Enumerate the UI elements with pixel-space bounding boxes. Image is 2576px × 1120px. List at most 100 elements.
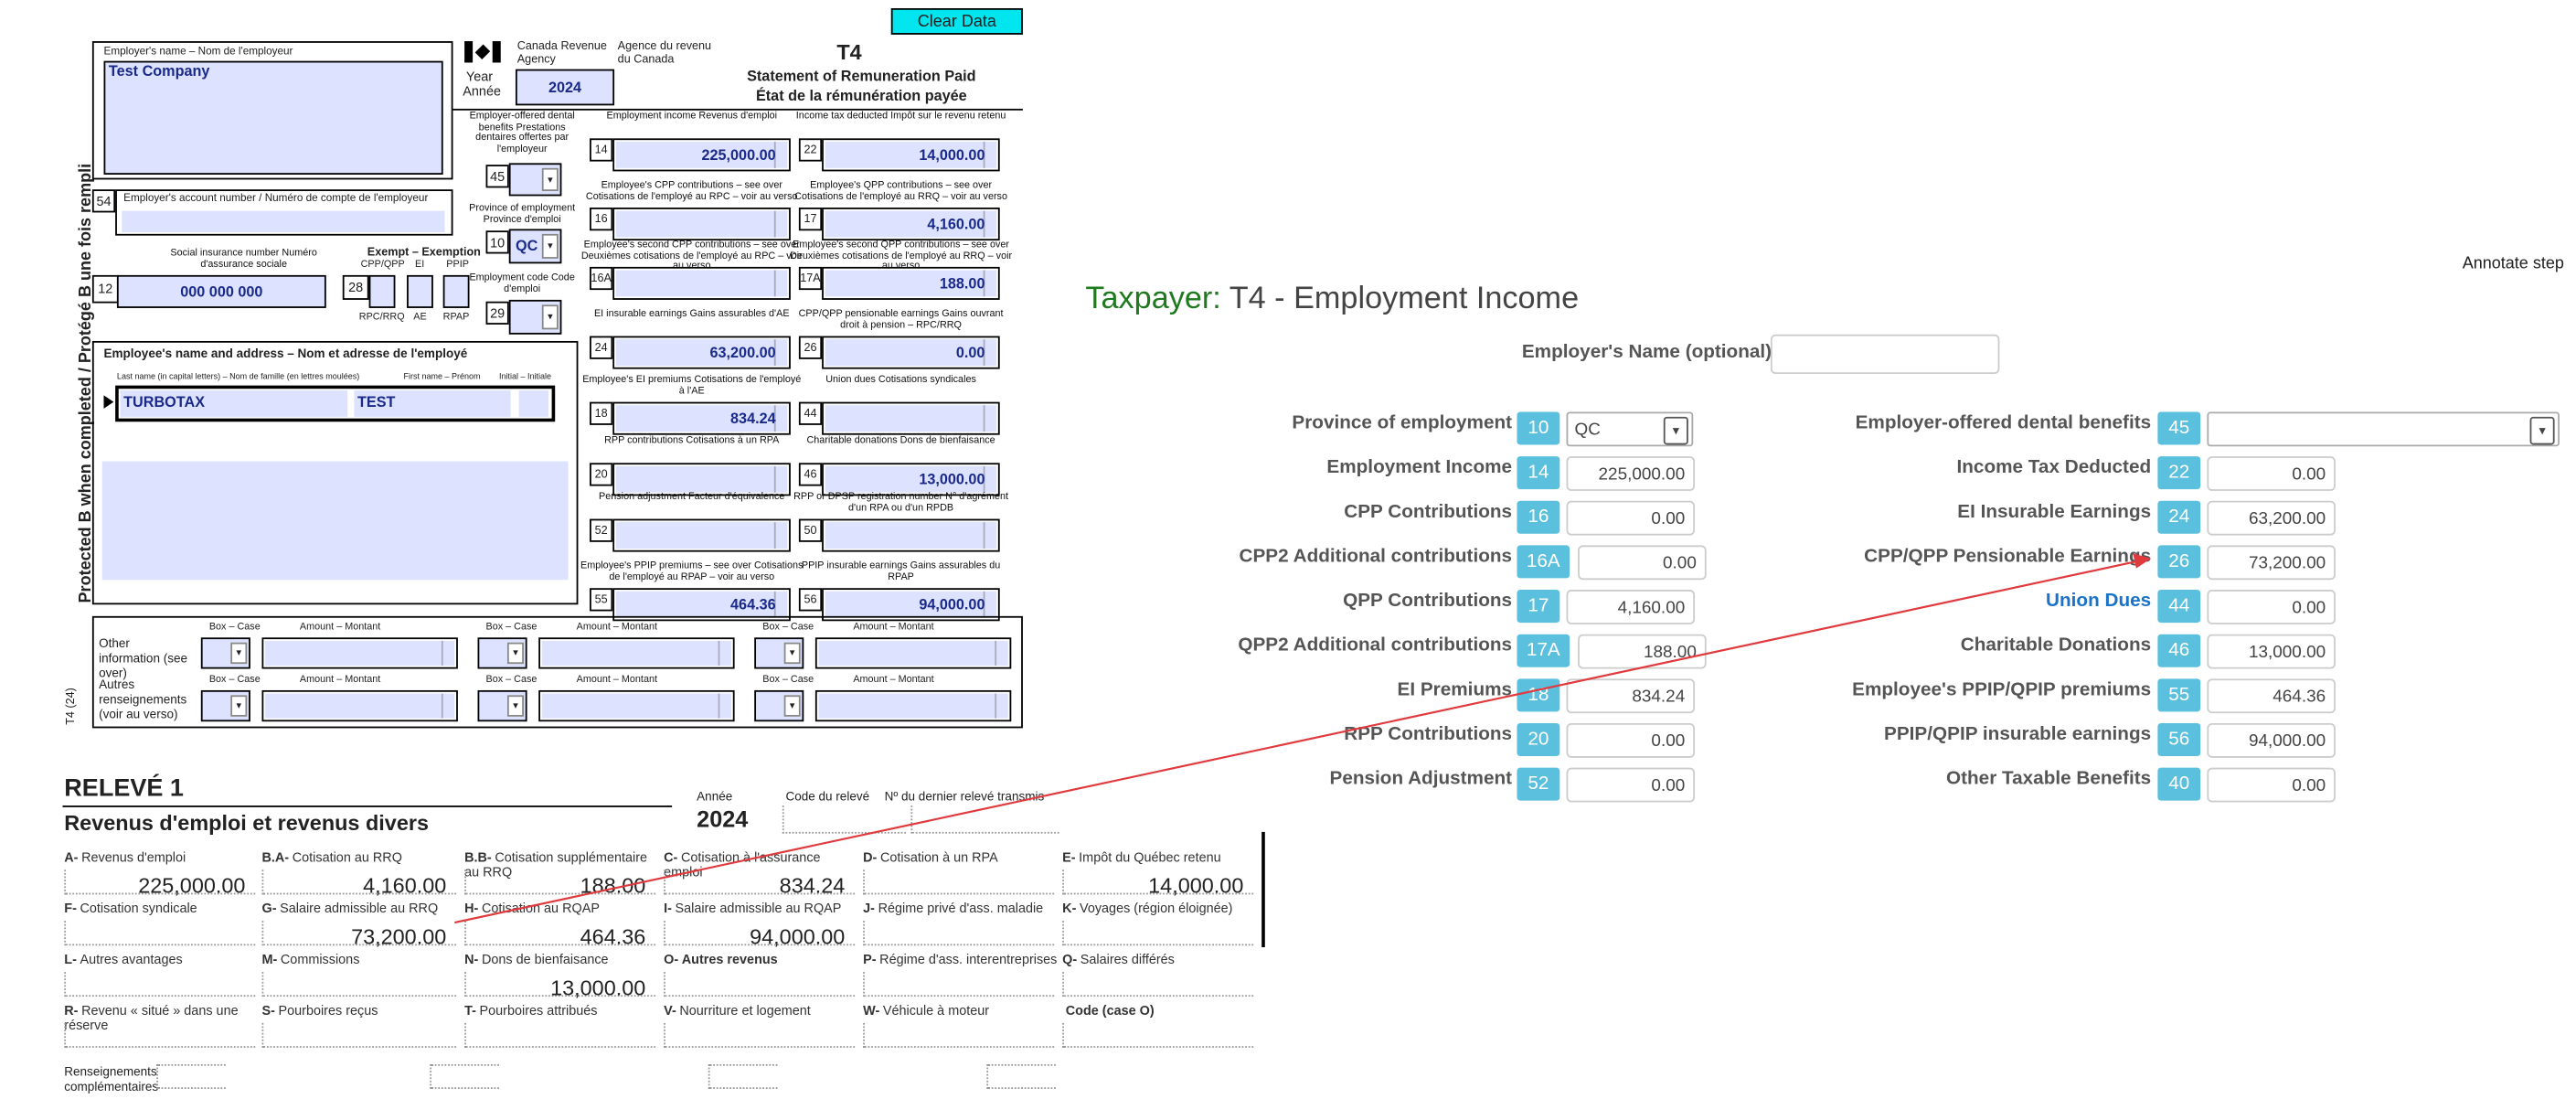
right-left-input-14[interactable]: 225,000.00 — [1566, 456, 1696, 491]
box-46-field[interactable]: 13,000.00 — [822, 463, 1000, 496]
exempt-ppip-checkbox[interactable] — [442, 274, 470, 308]
sin-field[interactable]: 000 000 000 — [116, 274, 326, 308]
releve-cell-field[interactable] — [64, 1022, 256, 1048]
right-left-input-18[interactable]: 834.24 — [1566, 678, 1696, 714]
account-field[interactable] — [122, 210, 445, 233]
releve-cell-field[interactable] — [863, 972, 1055, 997]
other-box-case-select[interactable]: ▾ — [200, 689, 250, 722]
other-box-case-select[interactable]: ▾ — [477, 689, 527, 722]
box-52-field[interactable] — [612, 518, 791, 552]
address-field[interactable] — [101, 461, 569, 581]
code-releve-field[interactable] — [782, 805, 906, 834]
other-amount-field[interactable] — [261, 689, 458, 722]
box-56-field[interactable]: 94,000.00 — [822, 588, 1000, 622]
releve-f-label: F- Cotisation syndicale — [64, 901, 259, 916]
releve-cell-field[interactable] — [664, 1022, 856, 1048]
box-55-field[interactable]: 464.36 — [612, 588, 791, 622]
renseignements-field-1[interactable] — [156, 1063, 226, 1089]
province-select[interactable]: QC ▾ — [508, 229, 562, 264]
box-14-field[interactable]: 225,000.00 — [612, 138, 791, 172]
releve-cell-field[interactable] — [1062, 921, 1254, 946]
box-16A-field[interactable] — [612, 266, 791, 300]
renseignements-field-3[interactable] — [708, 1063, 778, 1089]
box-26-field[interactable]: 0.00 — [822, 336, 1000, 369]
firstname-field[interactable]: TEST — [354, 390, 511, 417]
other-box-case-select[interactable]: ▾ — [754, 689, 804, 722]
right-right-label-44[interactable]: Union Dues — [2046, 591, 2152, 612]
right-left-input-16A[interactable]: 0.00 — [1578, 545, 1707, 581]
releve-cell-field[interactable] — [464, 921, 656, 946]
renseignements-field-2[interactable] — [430, 1063, 499, 1089]
releve-cell-field[interactable] — [64, 921, 256, 946]
employer-name-field[interactable]: Test Company — [103, 60, 443, 175]
province-of-employment-select[interactable]: QC ▾ — [1566, 411, 1694, 447]
right-left-input-52[interactable]: 0.00 — [1566, 767, 1696, 803]
releve-cell-field[interactable] — [464, 972, 656, 997]
other-amount-field[interactable] — [538, 689, 735, 722]
box-20-field[interactable] — [612, 463, 791, 496]
releve-cell-text: Pourboires reçus — [278, 1003, 378, 1019]
year-field[interactable]: 2024 — [515, 69, 615, 106]
releve-cell-field[interactable] — [261, 972, 457, 997]
right-right-input-26[interactable]: 73,200.00 — [2207, 545, 2336, 581]
releve-cell-field[interactable] — [261, 869, 457, 895]
right-right-input-22[interactable]: 0.00 — [2207, 456, 2336, 491]
other-box-case-select[interactable]: ▾ — [477, 637, 527, 669]
releve-cell-field[interactable] — [261, 921, 457, 946]
dental-benefits-select[interactable]: ▾ — [2207, 411, 2560, 447]
other-amount-fill — [265, 640, 455, 666]
box-44-field[interactable] — [822, 401, 1000, 435]
box-22-number: 22 — [798, 138, 823, 162]
right-right-input-55[interactable]: 464.36 — [2207, 678, 2336, 714]
dernier-field[interactable] — [910, 805, 1059, 834]
other-amount-field[interactable] — [814, 637, 1012, 669]
releve-cell-field[interactable] — [863, 1022, 1055, 1048]
initial-field[interactable] — [518, 390, 548, 417]
box-52-label: Pension adjustment Facteur d'équivalence — [599, 492, 785, 503]
other-box-case-select[interactable]: ▾ — [200, 637, 250, 669]
box-50-field[interactable] — [822, 518, 1000, 552]
box-17-field[interactable]: 4,160.00 — [822, 208, 1000, 241]
right-left-input-17[interactable]: 4,160.00 — [1566, 590, 1696, 624]
other-amount-field[interactable] — [538, 637, 735, 669]
releve-cell-field[interactable] — [1062, 972, 1254, 997]
box-18-field[interactable]: 834.24 — [612, 401, 791, 435]
releve-cell-field[interactable] — [464, 869, 656, 895]
renseignements-field-4[interactable] — [986, 1063, 1056, 1089]
releve-cell-field[interactable] — [664, 972, 856, 997]
employer-name-optional-input[interactable] — [1770, 334, 2000, 375]
releve-cell-field[interactable] — [64, 972, 256, 997]
right-right-input-46[interactable]: 13,000.00 — [2207, 634, 2336, 669]
right-right-input-44[interactable]: 0.00 — [2207, 590, 2336, 624]
right-right-input-56[interactable]: 94,000.00 — [2207, 722, 2336, 758]
employee-name-row — [115, 385, 556, 422]
lastname-field[interactable]: TURBOTAX — [120, 390, 348, 417]
releve-cell-field[interactable] — [1062, 1022, 1254, 1048]
releve-cell-field[interactable] — [64, 869, 256, 895]
releve-cell-field[interactable] — [863, 869, 1055, 895]
right-right-input-24[interactable]: 63,200.00 — [2207, 500, 2336, 536]
other-box-case-select[interactable]: ▾ — [754, 637, 804, 669]
box-17A-field[interactable]: 188.00 — [822, 266, 1000, 300]
other-amount-field[interactable] — [261, 637, 458, 669]
annotate-step-link[interactable]: Annotate step — [2462, 255, 2564, 274]
releve-cell-field[interactable] — [863, 921, 1055, 946]
right-right-input-40[interactable]: 0.00 — [2207, 767, 2336, 803]
releve-cell-field[interactable] — [664, 921, 856, 946]
releve-cell-field[interactable] — [1062, 869, 1254, 895]
right-left-input-16[interactable]: 0.00 — [1566, 500, 1696, 536]
dental-select[interactable]: ▾ — [508, 163, 562, 197]
other-amount-field[interactable] — [814, 689, 1012, 722]
right-left-input-20[interactable]: 0.00 — [1566, 722, 1696, 758]
empcode-select[interactable]: ▾ — [508, 299, 562, 335]
exempt-ei-checkbox[interactable] — [407, 274, 433, 308]
releve-cell-field[interactable] — [261, 1022, 457, 1048]
exempt-cpp-checkbox[interactable] — [368, 274, 396, 308]
box-24-field[interactable]: 63,200.00 — [612, 336, 791, 369]
releve-cell-field[interactable] — [464, 1022, 656, 1048]
releve-ba-label: B.A- Cotisation au RRQ — [261, 850, 459, 865]
releve-cell-field[interactable] — [664, 869, 856, 895]
box-16-field[interactable] — [612, 208, 791, 241]
box-22-field[interactable]: 14,000.00 — [822, 138, 1000, 172]
clear-data-button[interactable]: Clear Data — [890, 8, 1023, 35]
